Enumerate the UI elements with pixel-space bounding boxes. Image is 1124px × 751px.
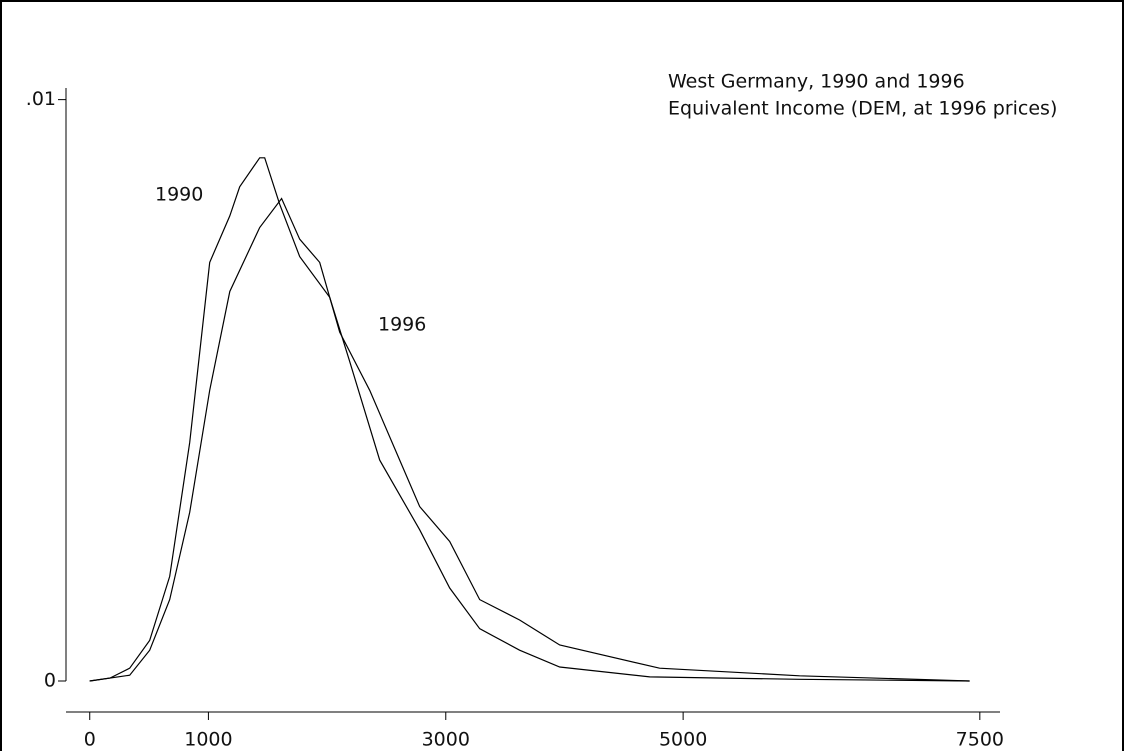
chart-title: West Germany, 1990 and 1996 — [668, 71, 965, 93]
line-series — [89, 157, 970, 682]
x-tick-label: 5000 — [659, 729, 707, 751]
line-series — [89, 197, 970, 682]
chart-subtitle: Equivalent Income (DEM, at 1996 prices) — [668, 98, 1057, 120]
series-label: 1996 — [378, 314, 426, 336]
y-tick-label: .01 — [26, 88, 56, 110]
x-tick-label: 7500 — [956, 729, 1004, 751]
x-tick-label: 1000 — [184, 729, 232, 751]
x-tick-label: 0 — [84, 729, 96, 751]
y-tick-label: 0 — [44, 670, 56, 692]
x-tick-label: 3000 — [422, 729, 470, 751]
series-label: 1990 — [155, 184, 203, 206]
